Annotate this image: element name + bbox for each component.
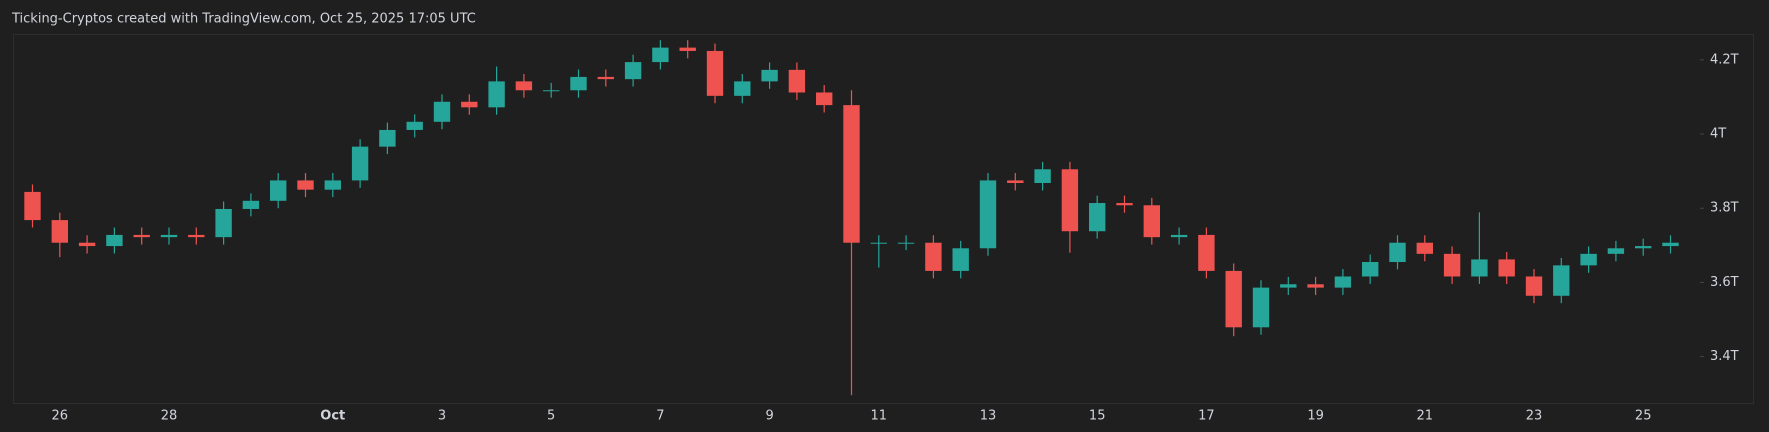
candle-body <box>1498 259 1515 277</box>
candle-body <box>351 146 369 181</box>
x-tick-label: 7 <box>656 409 664 424</box>
candle-body <box>870 242 887 244</box>
candle-body <box>24 191 41 221</box>
candle-body <box>106 234 123 247</box>
candle-body <box>1553 265 1570 296</box>
candle-body <box>1580 253 1597 266</box>
x-tick-label: 23 <box>1526 409 1543 424</box>
candle-body <box>1280 284 1297 288</box>
x-tick-label: 9 <box>765 409 773 424</box>
candle-body <box>1252 287 1270 328</box>
candle-body <box>1061 169 1079 232</box>
candle-body <box>1362 262 1379 277</box>
candle-body <box>1635 246 1652 249</box>
x-tick-label: 15 <box>1089 409 1106 424</box>
candle-body <box>488 81 505 108</box>
candle-body <box>761 69 778 82</box>
candle-body <box>1198 234 1215 271</box>
header-title: Ticking-Cryptos created with TradingView… <box>11 12 476 27</box>
candle-body <box>597 76 614 80</box>
candle-body <box>734 81 751 96</box>
candle-body <box>843 105 860 243</box>
candle-body <box>543 90 560 92</box>
candle-body <box>1443 253 1461 277</box>
candle-body <box>78 242 96 247</box>
candle-body <box>324 180 341 190</box>
candle-body <box>1089 203 1106 232</box>
candle-body <box>461 101 478 108</box>
candle-body <box>215 208 232 238</box>
y-tick-label: 4T <box>1710 127 1726 142</box>
candle-body <box>1416 242 1433 254</box>
candle-body <box>1034 169 1051 184</box>
candle-body <box>133 234 150 238</box>
x-tick-label: 26 <box>52 409 69 424</box>
y-tick-label: 3.6T <box>1710 275 1739 290</box>
candle-body <box>515 81 533 91</box>
x-tick-label: 13 <box>980 409 997 424</box>
pane-frame <box>13 34 1754 404</box>
candle-body <box>1389 242 1406 263</box>
candle-body <box>788 69 806 93</box>
candle-body <box>242 200 260 209</box>
x-tick-label: Oct <box>320 409 345 424</box>
x-tick-label: 5 <box>547 409 555 424</box>
candle-body <box>297 180 314 190</box>
candle-body <box>188 234 205 238</box>
candle-body <box>270 180 287 201</box>
candle-body <box>897 242 915 244</box>
x-tick-label: 17 <box>1198 409 1215 424</box>
candle-body <box>1334 276 1352 288</box>
candle-body <box>1607 248 1625 254</box>
candle-body <box>51 220 68 243</box>
x-tick-label: 21 <box>1417 409 1434 424</box>
candle-body <box>679 47 696 51</box>
candle-body <box>624 62 642 80</box>
x-tick-label: 28 <box>161 409 178 424</box>
candle-body <box>1307 284 1324 288</box>
x-tick-label: 11 <box>871 409 888 424</box>
candle-body <box>406 121 423 130</box>
candle-body <box>433 101 451 122</box>
candle-body <box>1116 203 1133 206</box>
candle-body <box>1143 205 1160 238</box>
candle-body <box>1662 242 1679 247</box>
candle-body <box>706 50 724 96</box>
candle-body <box>379 129 396 147</box>
candle-body <box>1471 259 1488 277</box>
x-tick-label: 25 <box>1635 409 1652 424</box>
y-tick-label: 4.2T <box>1710 52 1739 67</box>
candle-body <box>952 248 969 271</box>
candle-body <box>1170 234 1188 238</box>
candle-body <box>816 92 833 106</box>
y-tick-label: 3.4T <box>1710 349 1739 364</box>
x-tick-label: 3 <box>438 409 446 424</box>
candle-body <box>979 180 997 249</box>
candle-body <box>1525 276 1543 296</box>
candle-body <box>160 234 178 238</box>
candle-body <box>652 47 669 63</box>
y-tick-label: 3.8T <box>1710 201 1739 216</box>
candle-body <box>925 242 942 271</box>
candle-body <box>1225 270 1242 328</box>
candle-body <box>1007 180 1024 184</box>
candle-body <box>570 76 587 91</box>
x-tick-label: 19 <box>1307 409 1324 424</box>
